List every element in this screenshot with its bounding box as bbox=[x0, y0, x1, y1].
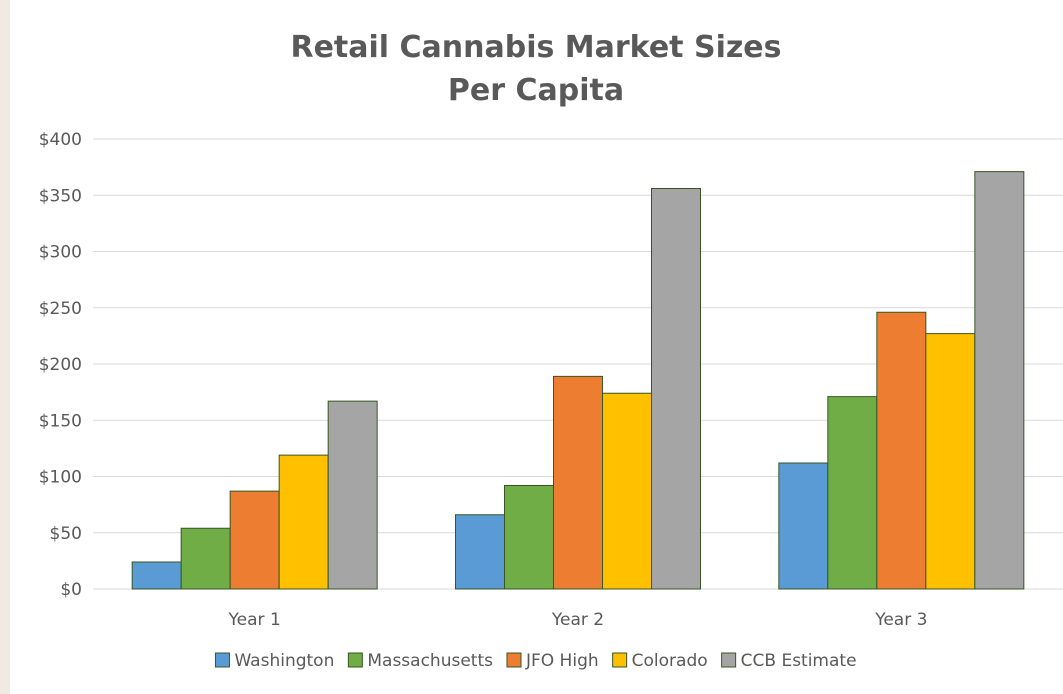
y-tick-label: $200 bbox=[39, 355, 82, 375]
bar-chart: Retail Cannabis Market Sizes Per Capita … bbox=[39, 30, 1063, 671]
legend-label: Washington bbox=[234, 651, 334, 671]
bar-massachusetts-year-2 bbox=[504, 485, 554, 590]
chart-title: Retail Cannabis Market Sizes bbox=[290, 30, 781, 65]
y-axis-ticks: $0 $50 $100 $150 $200 $250 $300 $350 $400 bbox=[39, 130, 82, 600]
y-tick-label: $150 bbox=[39, 411, 82, 431]
bar-jfo-high-year-1 bbox=[229, 490, 280, 590]
bar-washington-year-2 bbox=[455, 514, 505, 590]
x-tick-label: Year 2 bbox=[551, 610, 604, 630]
bar-ccb-estimate-year-3 bbox=[974, 171, 1025, 590]
y-tick-label: $350 bbox=[39, 186, 82, 206]
x-axis-ticks: Year 1 Year 2 Year 3 bbox=[228, 610, 928, 630]
legend-item: Colorado bbox=[612, 651, 708, 671]
chart-card: Retail Cannabis Market Sizes Per Capita … bbox=[10, 0, 1063, 694]
bar-washington-year-1 bbox=[131, 561, 182, 590]
bar-jfo-high-year-2 bbox=[553, 375, 603, 590]
legend-item: CCB Estimate bbox=[721, 651, 857, 671]
y-tick-label: $400 bbox=[39, 130, 82, 150]
legend-swatch bbox=[612, 652, 628, 668]
legend-swatch bbox=[214, 652, 230, 668]
y-tick-label: $50 bbox=[50, 524, 82, 544]
bar-ccb-estimate-year-2 bbox=[651, 188, 701, 590]
legend-label: CCB Estimate bbox=[741, 651, 857, 671]
bar-colorado-year-2 bbox=[602, 392, 652, 590]
legend-item: Massachusetts bbox=[347, 651, 493, 671]
legend-label: JFO High bbox=[525, 651, 599, 671]
y-tick-label: $100 bbox=[39, 468, 82, 488]
bar-jfo-high-year-3 bbox=[876, 311, 927, 590]
bar-colorado-year-1 bbox=[278, 454, 329, 590]
bar-massachusetts-year-1 bbox=[180, 527, 231, 590]
y-tick-label: $0 bbox=[60, 580, 82, 600]
bar-ccb-estimate-year-1 bbox=[327, 400, 378, 590]
legend: Washington Massachusetts JFO High Colorado C… bbox=[214, 651, 857, 671]
y-tick-label: $250 bbox=[39, 299, 82, 319]
bar-colorado-year-3 bbox=[925, 333, 976, 590]
bars bbox=[131, 171, 1025, 590]
chart-subtitle: Per Capita bbox=[448, 73, 624, 108]
legend-label: Colorado bbox=[632, 651, 708, 671]
legend-swatch bbox=[721, 652, 737, 668]
y-tick-label: $300 bbox=[39, 243, 82, 263]
legend-swatch bbox=[506, 652, 522, 668]
bar-washington-year-3 bbox=[778, 462, 829, 590]
legend-label: Massachusetts bbox=[367, 651, 493, 671]
legend-item: Washington bbox=[214, 651, 334, 671]
bar-massachusetts-year-3 bbox=[827, 396, 878, 590]
x-tick-label: Year 3 bbox=[874, 610, 927, 630]
legend-item: JFO High bbox=[506, 651, 599, 671]
x-tick-label: Year 1 bbox=[228, 610, 281, 630]
legend-swatch bbox=[347, 652, 363, 668]
